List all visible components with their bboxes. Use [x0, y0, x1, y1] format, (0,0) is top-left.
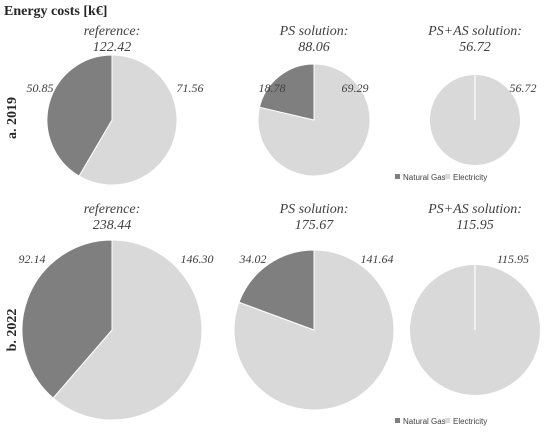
- legend-label-electricity: Electricity: [453, 417, 487, 426]
- data-label-electricity: 69.29: [342, 81, 369, 95]
- pie-title: PS solution:: [279, 202, 349, 217]
- pie-title: PS solution:: [279, 24, 349, 39]
- pie-chart: PS solution:88.06 18.78 69.29: [257, 24, 371, 177]
- pie-slice-natural-gas: [258, 63, 315, 121]
- data-label-natural-gas: 50.85: [27, 81, 54, 95]
- legend-label-natural-gas: Natural Gas: [403, 173, 446, 182]
- legend: Natural Gas Electricity: [395, 173, 487, 182]
- pie-total: 88.06: [298, 40, 330, 55]
- pie-total: 115.95: [456, 218, 493, 233]
- data-label-natural-gas: 92.14: [19, 252, 46, 266]
- pie-total: 238.44: [93, 218, 132, 233]
- data-label-electricity: 115.95: [497, 252, 529, 266]
- pie-total: 175.67: [295, 218, 335, 233]
- data-label-electricity: 71.56: [177, 81, 204, 95]
- data-label-electricity: 141.64: [361, 252, 394, 266]
- row-label: b. 2022: [5, 309, 20, 352]
- data-label-electricity: 56.72: [510, 81, 537, 95]
- pie-total: 122.42: [93, 40, 132, 55]
- data-label-electricity: 146.30: [181, 252, 214, 266]
- pie-title: reference:: [84, 24, 140, 39]
- legend: Natural Gas Electricity: [395, 417, 487, 426]
- pie-total: 56.72: [459, 40, 491, 55]
- pie-slice-electricity: [52, 239, 203, 421]
- pie-chart: PS solution:175.67 34.02 141.64: [233, 202, 395, 411]
- pie-slice-natural-gas: [21, 239, 113, 399]
- legend-swatch-electricity: [445, 418, 450, 423]
- legend-label-electricity: Electricity: [453, 173, 487, 182]
- pie-slice-natural-gas: [46, 54, 113, 177]
- pie-chart: reference:238.44 92.14 146.30: [19, 202, 214, 421]
- legend-swatch-electricity: [445, 174, 450, 179]
- pie-slice-electricity: [78, 54, 178, 186]
- data-label-natural-gas: 34.02: [239, 252, 267, 266]
- pie-slice-electricity: [257, 63, 371, 177]
- data-label-natural-gas: 18.78: [259, 81, 286, 95]
- row-label: a. 2019: [5, 97, 20, 139]
- pie-slice-natural-gas: [238, 249, 315, 331]
- pie-title: PS+AS solution:: [427, 24, 522, 39]
- legend-swatch-natural-gas: [395, 418, 400, 423]
- pie-title: reference:: [84, 202, 140, 217]
- figure-title: Energy costs [k€]: [4, 4, 107, 19]
- pie-title: PS+AS solution:: [427, 202, 522, 217]
- legend-swatch-natural-gas: [395, 174, 400, 179]
- pie-chart: reference:122.42 50.85 71.56: [27, 24, 204, 186]
- legend-label-natural-gas: Natural Gas: [403, 417, 446, 426]
